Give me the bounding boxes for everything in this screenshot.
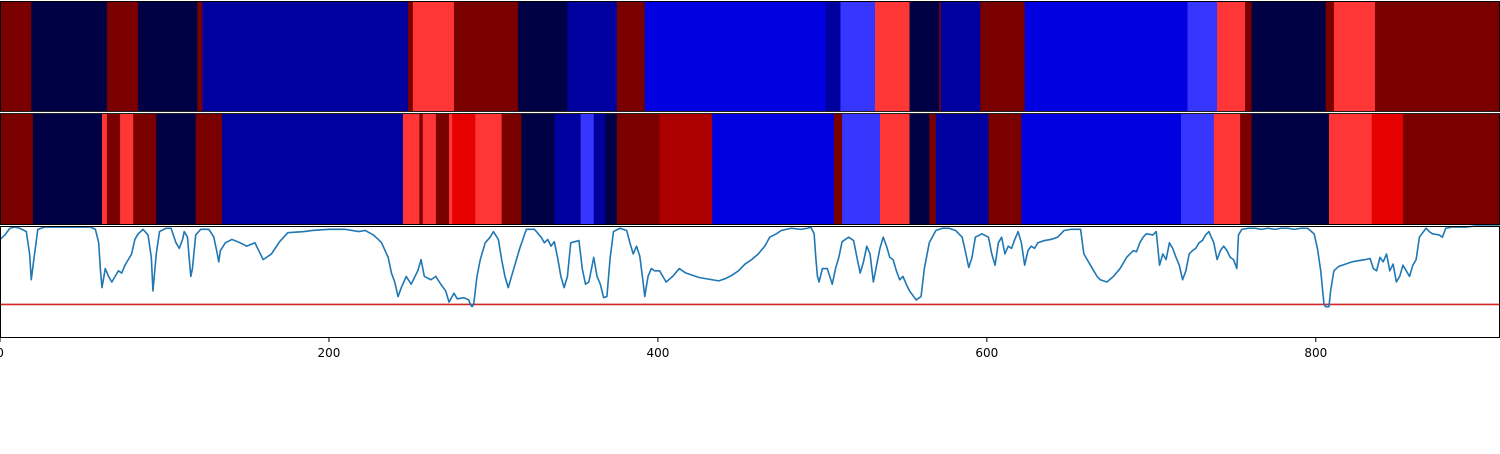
- track2-segment: [133, 113, 157, 225]
- track2-segment: [712, 113, 835, 225]
- track1-segment: [197, 1, 203, 112]
- track1-segment: [840, 1, 876, 112]
- track1-segment: [1217, 1, 1246, 112]
- track1-segment: [825, 1, 842, 112]
- track1-segment: [518, 1, 569, 112]
- track1-segment: [453, 1, 519, 112]
- track2-segment: [501, 113, 522, 225]
- x-tick-label: 400: [646, 346, 669, 360]
- track1-segment: [1375, 1, 1500, 112]
- track2-segment: [935, 113, 990, 225]
- track1-segment: [616, 1, 646, 112]
- track2-segment: [1021, 113, 1182, 225]
- track2-segment: [659, 113, 713, 225]
- track2-segment: [32, 113, 103, 225]
- track2-segment: [475, 113, 503, 225]
- track2-segment: [449, 113, 453, 225]
- track1-segment: [939, 1, 942, 112]
- track2-segment: [909, 113, 930, 225]
- track2-segment: [101, 113, 108, 225]
- track2-segment: [1328, 113, 1373, 225]
- track2-segment: [521, 113, 555, 225]
- track1-segment: [1024, 1, 1189, 112]
- track2-segment: [988, 113, 1022, 225]
- track1-segment: [1251, 1, 1327, 112]
- track1-segment: [1333, 1, 1376, 112]
- track2-segment: [402, 113, 421, 225]
- track2-segment: [1213, 113, 1241, 225]
- track1-segment: [980, 1, 1026, 112]
- heatmap-track-1: [0, 1, 1500, 112]
- x-tick-label: 0: [0, 346, 4, 360]
- track2-segment: [616, 113, 661, 225]
- track2-segment: [842, 113, 881, 225]
- track2-segment: [1180, 113, 1215, 225]
- track1-segment: [1245, 1, 1253, 112]
- track2-segment: [156, 113, 197, 225]
- track1-segment: [1187, 1, 1218, 112]
- track2-segment: [422, 113, 437, 225]
- track1-segment: [875, 1, 911, 112]
- track1-segment: [940, 1, 981, 112]
- track2-segment: [419, 113, 424, 225]
- track1-segment: [106, 1, 139, 112]
- track2-segment: [929, 113, 937, 225]
- track2-segment: [120, 113, 134, 225]
- track2-segment: [1371, 113, 1404, 225]
- track1-segment: [644, 1, 827, 112]
- track1-segment: [138, 1, 198, 112]
- track2-segment: [195, 113, 223, 225]
- heatmap-track-2: [0, 113, 1500, 225]
- track1-segment: [1325, 1, 1335, 112]
- track1-segment: [412, 1, 455, 112]
- track2-segment: [554, 113, 582, 225]
- track2-segment: [1402, 113, 1500, 225]
- line-plot-panel: [0, 225, 1500, 338]
- track2-segment: [435, 113, 450, 225]
- track1-segment: [407, 1, 414, 112]
- series-line: [0, 225, 1500, 308]
- track2-segment: [879, 113, 911, 225]
- x-tick-label: 600: [975, 346, 998, 360]
- track1-segment: [567, 1, 618, 112]
- track1-segment: [0, 1, 32, 112]
- track2-segment: [593, 113, 606, 225]
- track2-segment: [452, 113, 476, 225]
- x-tick-label: 800: [1304, 346, 1327, 360]
- track2-segment: [1240, 113, 1253, 225]
- track1-segment: [909, 1, 940, 112]
- track2-segment: [833, 113, 843, 225]
- track2-segment: [580, 113, 595, 225]
- x-axis: 0 200 400 600 800: [0, 338, 1327, 360]
- track2-segment: [106, 113, 121, 225]
- track2-segment: [0, 113, 34, 225]
- track1-segment: [202, 1, 409, 112]
- track1-segment: [31, 1, 108, 112]
- track2-segment: [605, 113, 618, 225]
- track2-segment: [222, 113, 404, 225]
- track2-segment: [1251, 113, 1330, 225]
- x-tick-label: 200: [317, 346, 340, 360]
